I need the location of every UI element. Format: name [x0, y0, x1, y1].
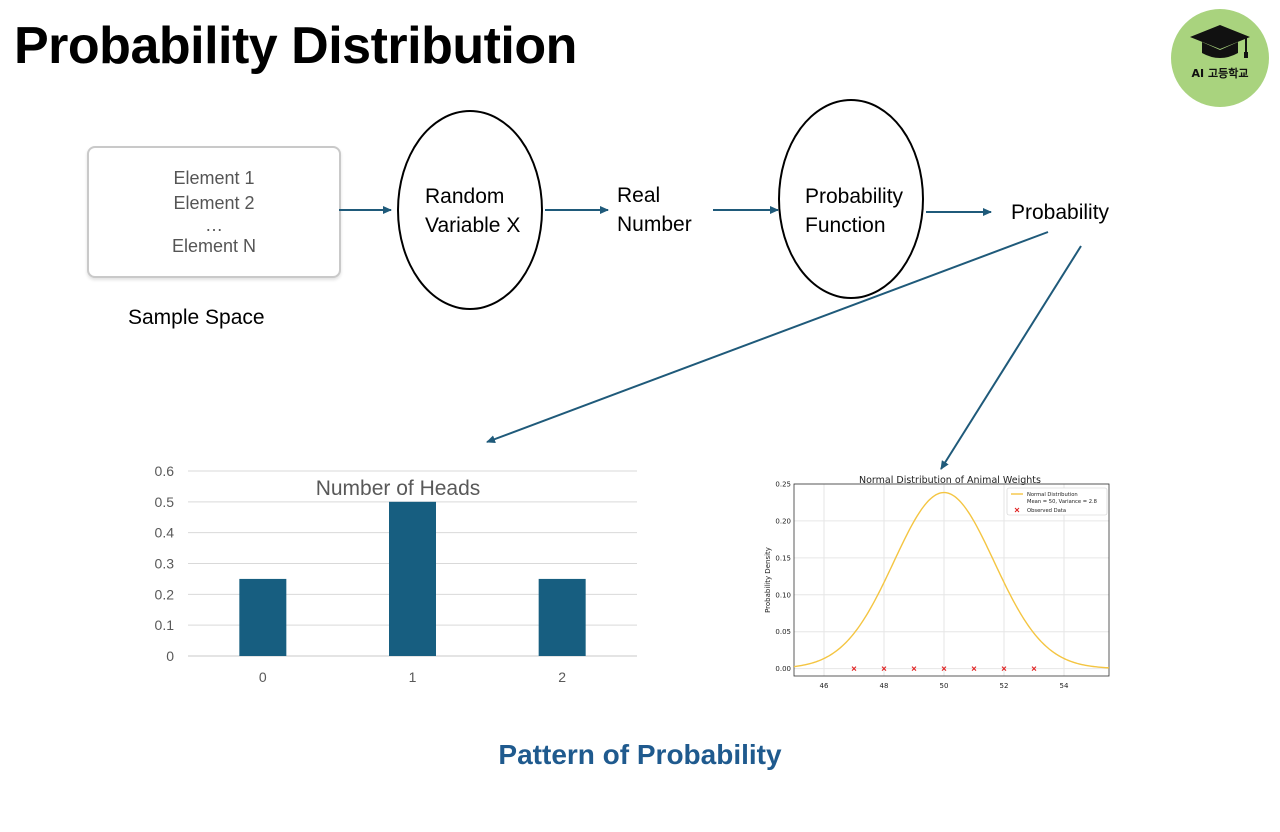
normal-y-tick-label: 0.20 [775, 517, 791, 525]
normal-x-tick-label: 50 [940, 682, 949, 690]
normal-x-tick-label: 48 [880, 682, 889, 690]
normal-y-axis-label: Probability Density [764, 547, 772, 613]
real-number-line1: Real [617, 184, 661, 207]
observed-data-point [1031, 666, 1037, 672]
observed-data-point [941, 666, 947, 672]
normal-x-tick-label: 54 [1060, 682, 1069, 690]
bar-category-2 [538, 578, 586, 656]
normal-plot-frame [793, 483, 1110, 677]
observed-data-point [881, 666, 887, 672]
bar-y-tick-label: 0.2 [155, 586, 175, 602]
normal-y-tick-label: 0.15 [775, 554, 791, 562]
bar-x-tick-label: 1 [409, 669, 417, 685]
element-item: Element 2 [173, 192, 255, 213]
probability-label: Probability [1011, 201, 1110, 224]
arrow-probability-to-normal-chart [940, 245, 1082, 470]
legend-observed-label: Observed Data [1027, 508, 1066, 514]
normal-x-tick-label: 52 [1000, 682, 1009, 690]
bar-category-0 [239, 578, 287, 656]
bar-y-tick-label: 0 [166, 648, 174, 664]
normal-y-tick-label: 0.10 [775, 591, 791, 599]
normal-chart-title: Normal Distribution of Animal Weights [859, 475, 1041, 486]
normal-distribution-chart: Normal Distribution of Animal Weights 46… [764, 475, 1110, 690]
probability-function-line1: Probability [805, 185, 904, 208]
bar-y-tick-label: 0.5 [155, 494, 175, 510]
normal-distribution-curve [793, 491, 1110, 669]
probability-function-node: Probability Function [778, 99, 924, 299]
bar-y-tick-label: 0.4 [155, 525, 175, 541]
school-logo: AI 고등학교 [1171, 9, 1269, 107]
bar-category-1 [389, 501, 436, 656]
normal-y-tick-label: 0.25 [775, 481, 791, 489]
probability-function-line2: Function [805, 214, 886, 237]
bar-x-tick-label: 2 [558, 669, 566, 685]
sample-space-box: Element 1 Element 2 … Element N [87, 146, 341, 278]
arrow-probability-to-bar-chart [486, 231, 1049, 443]
bar-x-tick-label: 0 [259, 669, 267, 685]
normal-x-tick-label: 46 [820, 682, 829, 690]
logo-text: AI 고등학교 [1191, 67, 1249, 80]
page-title: Probability Distribution [14, 17, 577, 75]
random-variable-line1: Random [425, 185, 505, 208]
random-variable-line2: Variable X [425, 214, 521, 237]
observed-data-point [911, 666, 917, 672]
bar-y-tick-label: 0.6 [155, 463, 175, 479]
observed-data-point [851, 666, 857, 672]
real-number-line2: Number [617, 213, 692, 236]
bar-y-tick-label: 0.1 [155, 617, 175, 633]
element-item: Element 1 [173, 167, 255, 188]
normal-y-tick-label: 0.05 [775, 628, 791, 636]
random-variable-node: Random Variable X [397, 110, 543, 310]
observed-data-point [1001, 666, 1007, 672]
normal-y-tick-label: 0.00 [775, 665, 791, 673]
sample-space-label: Sample Space [128, 306, 265, 329]
observed-data-point [971, 666, 977, 672]
number-of-heads-chart: 0 0.1 0.2 0.3 0.4 0.5 0.6 Number of Heads 0 1 2 [155, 463, 637, 685]
legend-normal-params: Mean = 50, Variance = 2.8 [1027, 499, 1097, 505]
graduation-cap-icon [1190, 25, 1250, 58]
bar-chart-title: Number of Heads [316, 477, 481, 500]
legend-normal-label: Normal Distribution [1027, 492, 1078, 498]
pattern-of-probability-label: Pattern of Probability [498, 739, 782, 770]
element-item: Element N [171, 235, 257, 256]
element-ellipsis: … [205, 214, 223, 235]
bar-y-tick-label: 0.3 [155, 556, 175, 572]
